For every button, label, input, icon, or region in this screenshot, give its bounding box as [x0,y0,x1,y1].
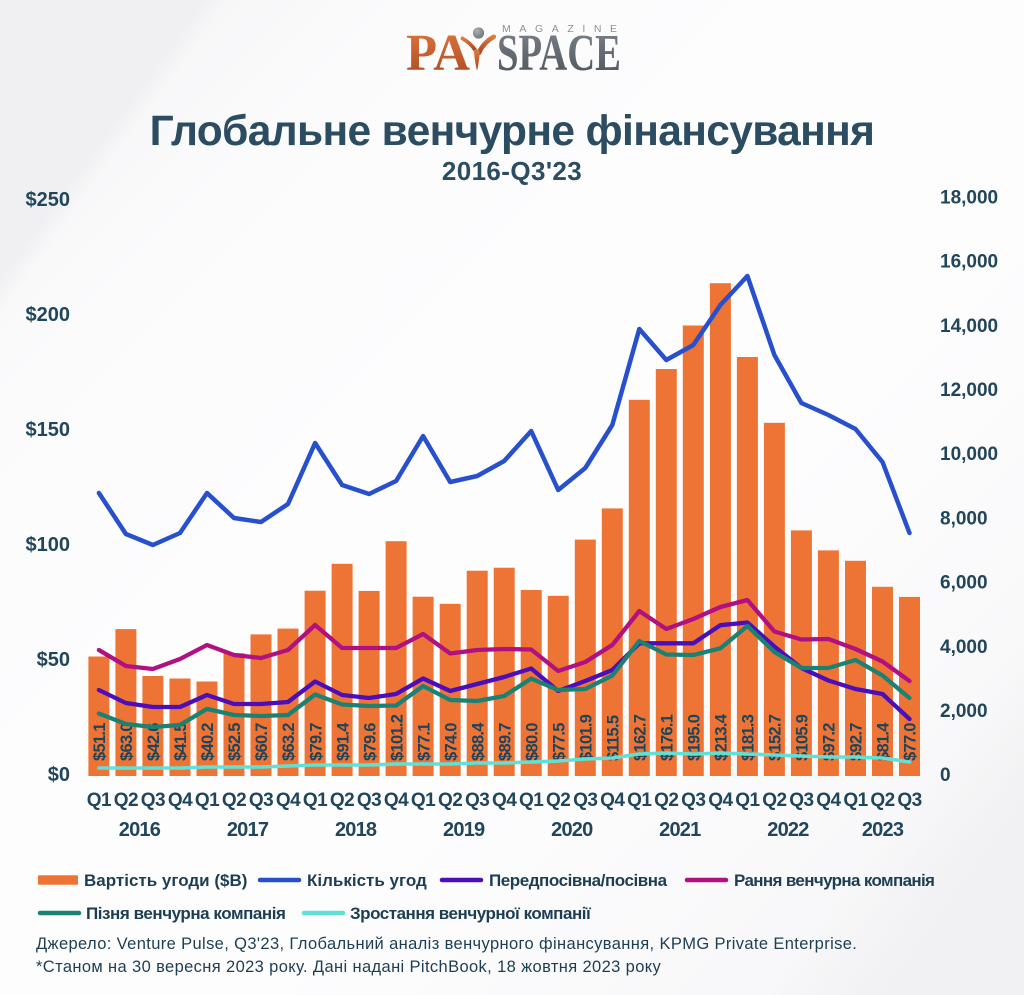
svg-text:$81.4: $81.4 [875,722,893,761]
svg-text:14,000: 14,000 [940,316,998,337]
svg-text:Q4: Q4 [492,790,517,811]
svg-text:Q1: Q1 [627,790,652,811]
svg-text:Q3: Q3 [897,790,921,811]
svg-text:Q4: Q4 [384,790,409,811]
svg-text:PA: PA [406,25,470,82]
svg-text:Q4: Q4 [708,790,733,811]
svg-text:Q1: Q1 [303,790,328,811]
svg-text:Q2: Q2 [114,790,138,811]
svg-text:Вартість угоди ($B): Вартість угоди ($B) [84,871,247,890]
svg-text:10,000: 10,000 [940,444,998,465]
svg-text:16,000: 16,000 [940,252,998,273]
svg-text:SPACE: SPACE [497,25,621,82]
svg-text:Q3: Q3 [465,790,489,811]
svg-text:0: 0 [940,765,951,786]
svg-text:Передпосівна/посівна: Передпосівна/посівна [489,871,668,890]
svg-text:2021: 2021 [659,819,701,841]
svg-text:*Станом на 30 вересня 2023 рок: *Станом на 30 вересня 2023 року. Дані на… [36,958,662,976]
svg-text:Пізня венчурна компанія: Пізня венчурна компанія [86,904,286,923]
svg-text:Q1: Q1 [519,790,544,811]
svg-text:$50: $50 [37,649,70,671]
svg-text:$51.1: $51.1 [91,723,109,761]
svg-text:$80.0: $80.0 [523,723,541,761]
svg-text:Q1: Q1 [195,790,220,811]
svg-text:Q3: Q3 [357,790,381,811]
svg-text:Q2: Q2 [438,790,462,811]
svg-text:Q3: Q3 [249,790,273,811]
svg-text:$250: $250 [26,189,71,211]
svg-text:Q2: Q2 [654,790,678,811]
svg-text:Q1: Q1 [411,790,436,811]
svg-text:MAGAZINE: MAGAZINE [502,23,626,35]
svg-text:2018: 2018 [335,819,377,841]
svg-text:6,000: 6,000 [940,573,988,594]
svg-text:$74.0: $74.0 [442,723,460,761]
svg-text:2019: 2019 [443,819,485,841]
svg-text:2020: 2020 [551,819,593,841]
svg-text:$101.2: $101.2 [388,714,406,761]
svg-text:$91.4: $91.4 [334,722,352,761]
svg-text:$176.1: $176.1 [659,714,677,761]
svg-text:$162.7: $162.7 [632,714,650,761]
svg-text:2016: 2016 [119,819,161,841]
svg-text:Q2: Q2 [870,790,894,811]
svg-text:Q2: Q2 [546,790,570,811]
svg-text:Q1: Q1 [87,790,112,811]
svg-text:$181.3: $181.3 [740,714,758,761]
svg-text:$97.2: $97.2 [821,723,839,761]
svg-text:$100: $100 [26,534,71,556]
svg-text:$0: $0 [48,764,70,786]
svg-text:$200: $200 [26,304,71,326]
svg-text:Q3: Q3 [681,790,705,811]
svg-text:$77.0: $77.0 [902,723,920,761]
svg-text:$52.5: $52.5 [226,723,244,761]
svg-text:Q4: Q4 [816,790,841,811]
svg-text:Q3: Q3 [573,790,597,811]
svg-text:$63.0: $63.0 [118,723,136,761]
svg-text:$60.7: $60.7 [253,723,271,761]
svg-text:$89.7: $89.7 [496,723,514,761]
svg-text:2023: 2023 [862,819,904,841]
svg-text:8,000: 8,000 [940,508,988,529]
svg-text:2,000: 2,000 [940,701,988,722]
svg-text:$77.5: $77.5 [550,723,568,761]
svg-text:18,000: 18,000 [940,187,998,208]
svg-text:12,000: 12,000 [940,380,998,401]
svg-text:$92.7: $92.7 [848,723,866,761]
svg-text:$79.6: $79.6 [361,723,379,761]
svg-text:$63.2: $63.2 [280,723,298,761]
svg-text:$152.7: $152.7 [767,714,785,761]
svg-text:Q4: Q4 [276,790,301,811]
svg-text:$40.2: $40.2 [199,723,217,761]
svg-text:Q2: Q2 [222,790,246,811]
svg-text:$79.7: $79.7 [307,723,325,761]
svg-text:Зростання венчурної компанії: Зростання венчурної компанії [350,904,592,923]
svg-text:Q2: Q2 [762,790,786,811]
svg-text:Кількість угод: Кількість угод [307,871,427,890]
svg-text:4,000: 4,000 [940,637,988,658]
svg-text:$101.9: $101.9 [578,714,596,761]
svg-text:$105.9: $105.9 [794,714,812,761]
svg-text:Рання венчурна компанія: Рання венчурна компанія [734,871,934,890]
svg-text:$77.1: $77.1 [415,723,433,761]
svg-text:$41.5: $41.5 [172,723,190,761]
svg-text:$115.5: $115.5 [605,715,623,761]
svg-text:$213.4: $213.4 [713,713,731,761]
svg-text:$150: $150 [26,419,71,441]
svg-text:Q4: Q4 [600,790,625,811]
svg-text:Q1: Q1 [843,790,868,811]
svg-text:$195.0: $195.0 [686,714,704,761]
svg-text:2016-Q3'23: 2016-Q3'23 [442,156,582,186]
svg-text:Q3: Q3 [141,790,165,811]
svg-text:Q3: Q3 [789,790,813,811]
svg-text:$42.6: $42.6 [145,723,163,761]
svg-text:2022: 2022 [767,819,809,841]
svg-text:Q1: Q1 [735,790,760,811]
svg-text:Q4: Q4 [168,790,193,811]
svg-text:2017: 2017 [227,819,269,841]
svg-text:Q2: Q2 [330,790,354,811]
svg-text:Джерело: Venture Pulse, Q3'23,: Джерело: Venture Pulse, Q3'23, Глобальни… [36,935,857,953]
svg-text:Глобальне венчурне фінансуванн: Глобальне венчурне фінансування [150,108,875,155]
svg-text:$88.4: $88.4 [469,722,487,761]
